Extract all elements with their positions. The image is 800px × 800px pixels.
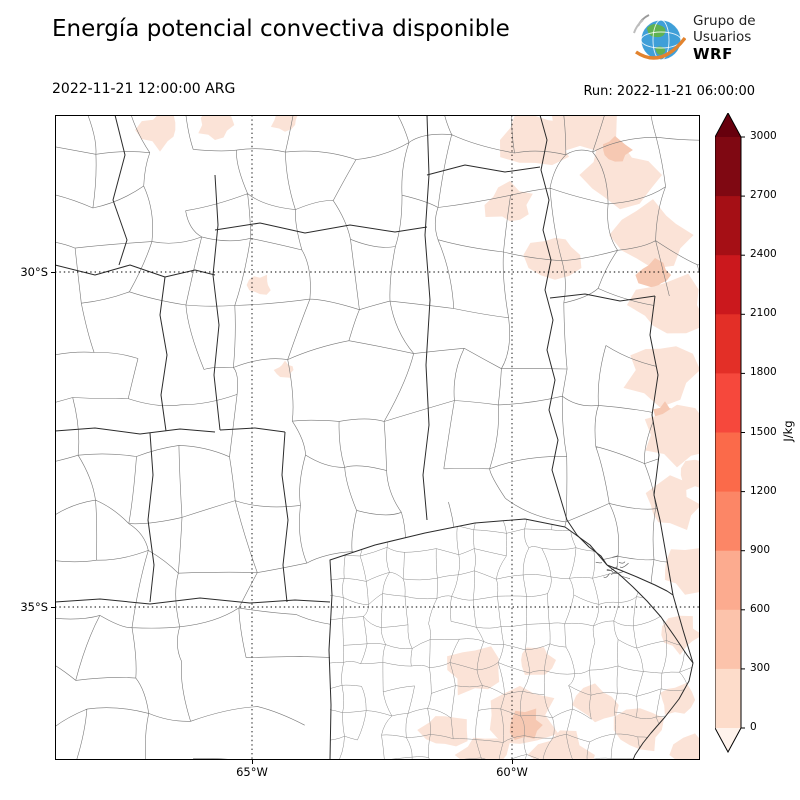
valid-time: 2022-11-21 12:00:00 ARG	[52, 81, 236, 97]
lon-tick-mark	[512, 760, 513, 764]
colorbar-tick-label: 600	[750, 603, 771, 615]
lat-tick-label-35s: 35°S	[20, 600, 48, 614]
colorbar-unit-label: J/kg	[781, 420, 795, 442]
colorbar-tick-label: 1200	[750, 485, 777, 497]
run-time: Run: 2022-11-21 06:00:00	[583, 84, 755, 99]
lon-tick-label-60w: 60°W	[496, 765, 528, 779]
logo-text-line2: Usuarios	[693, 29, 752, 45]
colorbar	[715, 113, 745, 753]
globe-icon	[633, 14, 686, 61]
colorbar-tick-label: 300	[750, 662, 771, 674]
colorbar-tick-label: 2100	[750, 307, 777, 319]
lon-tick-label-65w: 65°W	[236, 765, 268, 779]
lat-tick-mark	[51, 607, 55, 608]
lat-tick-mark	[51, 272, 55, 273]
map-canvas	[55, 115, 700, 760]
colorbar-tick-label: 3000	[750, 130, 777, 142]
lon-tick-mark	[252, 760, 253, 764]
colorbar-tick-label: 2400	[750, 248, 777, 260]
colorbar-tick-label: 900	[750, 544, 771, 556]
logo-text-line3: WRF	[693, 45, 733, 64]
colorbar-tick-label: 0	[750, 721, 757, 733]
logo-text: Grupo de Usuarios WRF	[693, 13, 756, 63]
colorbar-tick-label: 1800	[750, 366, 777, 378]
colorbar-tick-label: 2700	[750, 189, 777, 201]
wrf-logo: Grupo de Usuarios WRF	[632, 11, 756, 65]
colorbar-tick-label: 1500	[750, 426, 777, 438]
map-frame	[55, 115, 700, 760]
figure-title: Energía potencial convectiva disponible	[52, 16, 510, 42]
lat-tick-label-30s: 30°S	[20, 265, 48, 279]
logo-text-line1: Grupo de	[693, 12, 756, 29]
